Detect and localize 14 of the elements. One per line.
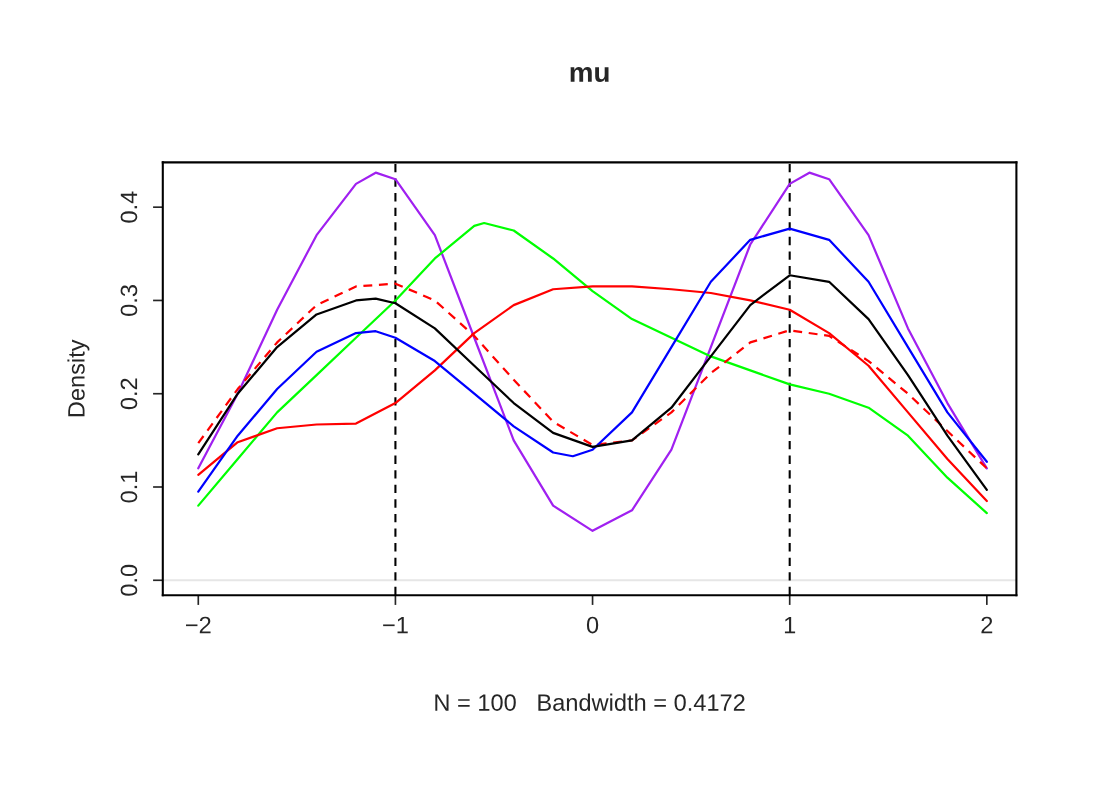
x-tick-label: 0 [586, 616, 599, 634]
y-axis-title: Density [67, 339, 90, 417]
y-tick-label: 0.4 [120, 191, 138, 223]
y-tick-label: 0.1 [120, 471, 138, 503]
x-tick-label: −1 [383, 616, 408, 634]
y-tick-label: 0.3 [120, 285, 138, 316]
y-tick-label: 0.0 [120, 564, 138, 596]
x-tick-label: 2 [981, 616, 993, 634]
line-series [197, 171, 988, 532]
chart-title: mu [570, 66, 609, 83]
y-tick-label: 0.2 [120, 378, 138, 410]
x-tick-label: −2 [185, 616, 211, 634]
x-tick-label: 1 [784, 616, 796, 634]
x-axis-title: N = 100 Bandwidth = 0.4172 [435, 693, 745, 711]
